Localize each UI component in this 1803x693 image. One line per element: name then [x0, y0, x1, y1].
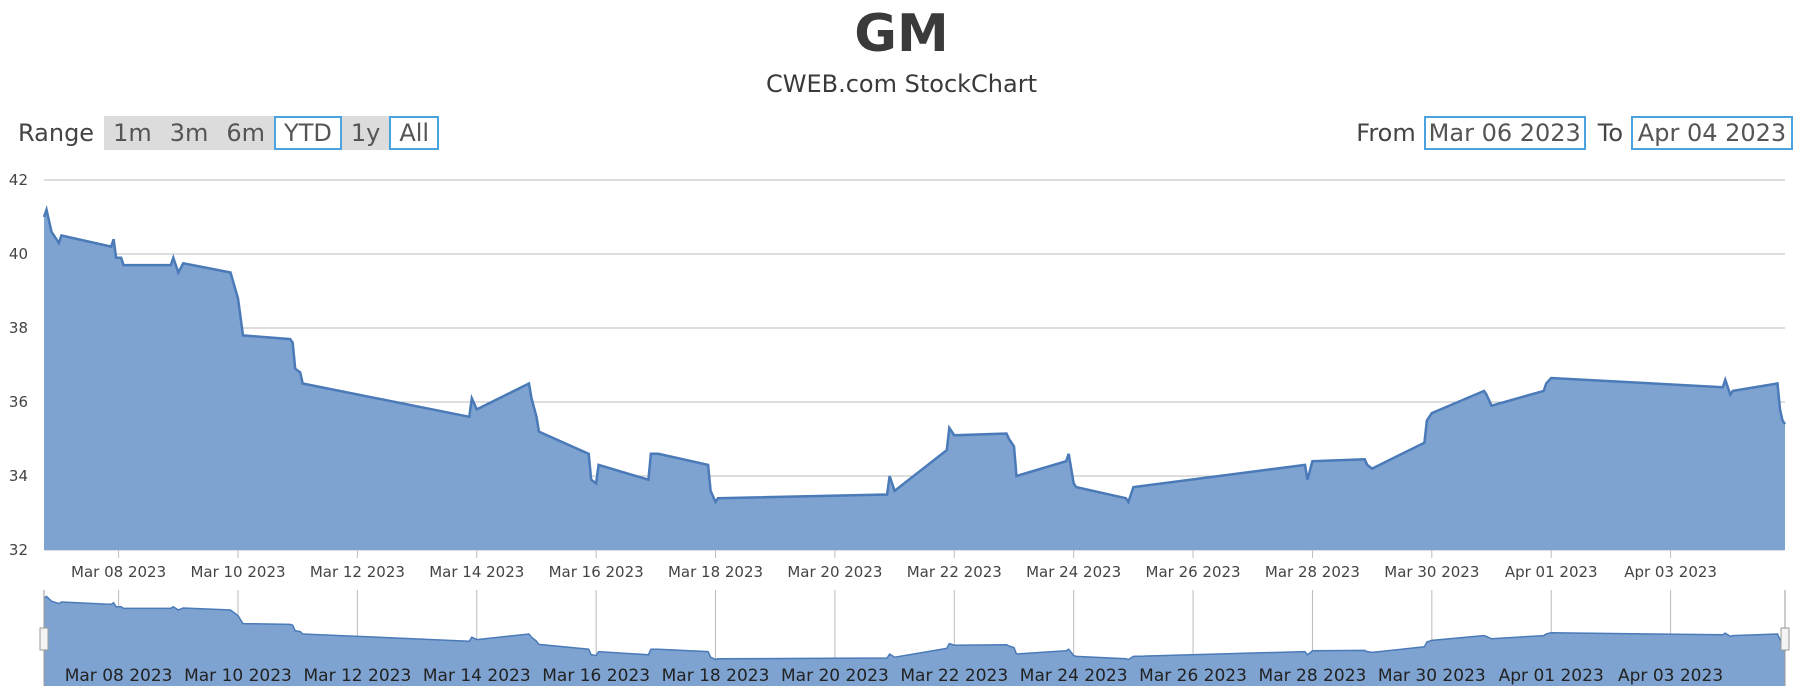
x-tick-label: Mar 12 2023	[310, 563, 405, 581]
date-range-selector: From To	[1344, 116, 1793, 150]
y-tick-label: 32	[9, 541, 28, 559]
y-tick-label: 36	[9, 393, 28, 411]
y-tick-label: 42	[9, 171, 28, 189]
y-tick-label: 40	[9, 245, 28, 263]
navigator-x-tick-label: Mar 08 2023	[65, 666, 173, 686]
from-label: From	[1356, 119, 1416, 147]
x-tick-label: Apr 03 2023	[1624, 563, 1717, 581]
x-tick-label: Mar 10 2023	[190, 563, 285, 581]
price-area	[44, 209, 1785, 550]
y-tick-label: 34	[9, 467, 28, 485]
navigator-x-tick-label: Apr 01 2023	[1499, 666, 1604, 686]
range-button-6m[interactable]: 6m	[217, 116, 275, 150]
navigator-x-tick-label: Mar 22 2023	[900, 666, 1008, 686]
navigator-x-tick-label: Mar 10 2023	[184, 666, 292, 686]
navigator-x-tick-label: Mar 20 2023	[781, 666, 889, 686]
navigator-x-tick-label: Mar 18 2023	[662, 666, 770, 686]
navigator-x-tick-label: Mar 24 2023	[1020, 666, 1128, 686]
from-date-input[interactable]	[1423, 116, 1586, 150]
navigator-x-tick-label: Mar 14 2023	[423, 666, 531, 686]
x-tick-label: Mar 08 2023	[71, 563, 166, 581]
navigator-x-tick-label: Mar 26 2023	[1139, 666, 1247, 686]
navigator-area	[44, 596, 1785, 686]
x-tick-label: Mar 30 2023	[1384, 563, 1479, 581]
range-button-ytd[interactable]: YTD	[274, 116, 342, 150]
range-button-1y[interactable]: 1y	[341, 116, 390, 150]
y-tick-label: 38	[9, 319, 28, 337]
navigator-line	[43, 595, 1786, 661]
navigator-right-handle[interactable]	[1780, 627, 1790, 651]
x-tick-label: Mar 28 2023	[1265, 563, 1360, 581]
range-button-3m[interactable]: 3m	[160, 116, 218, 150]
chart-title: GM	[854, 4, 949, 64]
chart-subtitle: CWEB.com StockChart	[765, 70, 1037, 98]
navigator-x-tick-label: Mar 12 2023	[303, 666, 411, 686]
range-selector: Range 1m 3m 6m YTD 1y All	[18, 116, 440, 150]
range-button-1m[interactable]: 1m	[104, 116, 161, 150]
to-label: To	[1597, 119, 1623, 147]
x-tick-label: Mar 20 2023	[787, 563, 882, 581]
price-line	[42, 204, 1787, 505]
to-date-input[interactable]	[1631, 116, 1793, 150]
x-tick-label: Mar 14 2023	[429, 563, 524, 581]
navigator-x-tick-label: Apr 03 2023	[1618, 666, 1723, 686]
x-tick-label: Mar 26 2023	[1146, 563, 1241, 581]
x-tick-label: Apr 01 2023	[1505, 563, 1598, 581]
x-tick-label: Mar 18 2023	[668, 563, 763, 581]
navigator-left-handle[interactable]	[39, 627, 49, 651]
navigator-x-tick-label: Mar 16 2023	[542, 666, 650, 686]
navigator-x-tick-label: Mar 30 2023	[1378, 666, 1486, 686]
x-tick-label: Mar 22 2023	[907, 563, 1002, 581]
range-label: Range	[18, 119, 95, 147]
x-tick-label: Mar 16 2023	[549, 563, 644, 581]
range-button-all[interactable]: All	[389, 116, 440, 150]
x-tick-label: Mar 24 2023	[1026, 563, 1121, 581]
navigator-x-tick-label: Mar 28 2023	[1259, 666, 1367, 686]
